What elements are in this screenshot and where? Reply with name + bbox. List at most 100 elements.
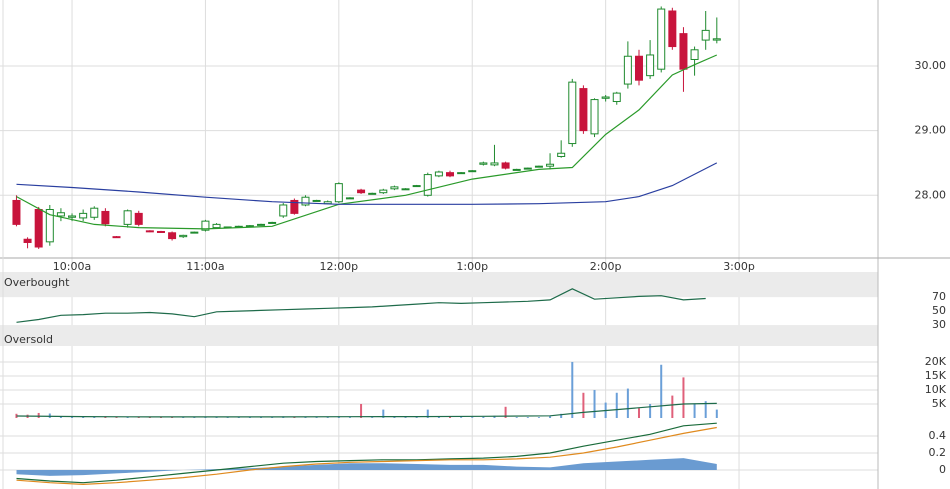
volume-bar (504, 406, 507, 418)
volume-bar (371, 417, 374, 418)
x-tick-label: 10:00a (53, 260, 91, 273)
candle-body (34, 209, 43, 248)
candle-body (701, 29, 710, 41)
candle-body (679, 33, 688, 70)
candle-body (668, 10, 677, 48)
candle-body (357, 189, 366, 194)
y-tick-label: 20K (925, 355, 947, 368)
volume-bar (715, 409, 718, 418)
volume-bar (260, 417, 263, 418)
candle-body (345, 197, 354, 200)
candle-body (12, 199, 21, 225)
volume-bar (482, 416, 485, 418)
volume-bar (71, 416, 74, 418)
band-label: Oversold (4, 333, 53, 346)
volume-bar (326, 417, 329, 418)
volume-bar (671, 395, 674, 418)
volume-bar (526, 417, 529, 418)
volume-bar (560, 413, 563, 418)
candle-body (156, 230, 165, 233)
volume-bar (426, 409, 429, 418)
candle-body (268, 221, 277, 224)
candle-body (712, 38, 721, 41)
y-tick-label: 50 (932, 304, 946, 317)
candle-body (623, 55, 632, 85)
volume-bar (348, 417, 351, 418)
volume-bar (193, 417, 196, 418)
x-tick-label: 11:00a (186, 260, 224, 273)
candle-body (168, 232, 177, 240)
candle-body (334, 183, 343, 203)
candle-body (45, 209, 54, 243)
candle-body (290, 199, 299, 214)
candle-body (412, 185, 421, 188)
candle-body (179, 234, 188, 238)
volume-bar (15, 413, 18, 418)
y-tick-label: 29.00 (915, 124, 947, 137)
y-tick-label: 0.2 (929, 446, 947, 459)
volume-bar (615, 392, 618, 418)
candle-body (423, 174, 432, 196)
candle-body (601, 96, 610, 99)
volume-bar (37, 412, 40, 418)
candle-body (190, 231, 199, 234)
volume-bar (115, 417, 118, 418)
candle-body (112, 236, 121, 239)
moving-average-line (16, 162, 718, 205)
candle-body (468, 170, 477, 173)
candle-body (134, 212, 143, 225)
candle-body (634, 55, 643, 81)
volume-bar (460, 417, 463, 418)
volume-bar (437, 416, 440, 418)
candle-body (568, 81, 577, 145)
band (0, 272, 878, 298)
volume-bar (704, 401, 707, 418)
candle-body (368, 192, 377, 195)
volume-bar (682, 377, 685, 418)
candle-body (523, 167, 532, 170)
x-tick-label: 3:00p (723, 260, 755, 273)
candle-body (579, 88, 588, 132)
candle-body (201, 220, 210, 231)
volume-bar (226, 417, 229, 418)
candle-body (690, 49, 699, 60)
volume-bar (59, 416, 62, 418)
band (0, 325, 878, 346)
candle-body (646, 54, 655, 77)
volume-bar (582, 392, 585, 418)
volume-bar (649, 403, 652, 418)
candle-body (557, 152, 566, 157)
volume-bar (571, 361, 574, 418)
candle-body (101, 210, 110, 225)
volume-bar (159, 417, 162, 418)
y-tick-label: 30 (932, 318, 946, 331)
candle-body (546, 163, 555, 167)
y-tick-label: 15K (925, 369, 947, 382)
oscillator-line (16, 422, 717, 484)
candle-body (512, 168, 521, 171)
volume-bar (637, 408, 640, 418)
volume-bar (360, 403, 363, 418)
y-tick-label: 28.00 (915, 188, 947, 201)
band-label: Overbought (4, 276, 70, 289)
y-tick-label: 10K (925, 383, 947, 396)
volume-bar (315, 417, 318, 418)
candle-body (301, 196, 310, 206)
volume-bar (493, 415, 496, 418)
volume-bar (82, 416, 85, 418)
candle-body (379, 189, 388, 194)
candle-body (401, 188, 410, 191)
y-tick-label: 5K (932, 397, 947, 410)
volume-average-line (16, 402, 717, 418)
candle-body (590, 99, 599, 135)
candle-body (612, 92, 621, 103)
x-tick-label: 12:00p (319, 260, 358, 273)
volume-bar (415, 417, 418, 418)
indicator-line (16, 288, 706, 323)
candle-body (212, 223, 221, 229)
candle-body (446, 172, 455, 177)
volume-bar (148, 417, 151, 418)
volume-bar (449, 416, 452, 418)
